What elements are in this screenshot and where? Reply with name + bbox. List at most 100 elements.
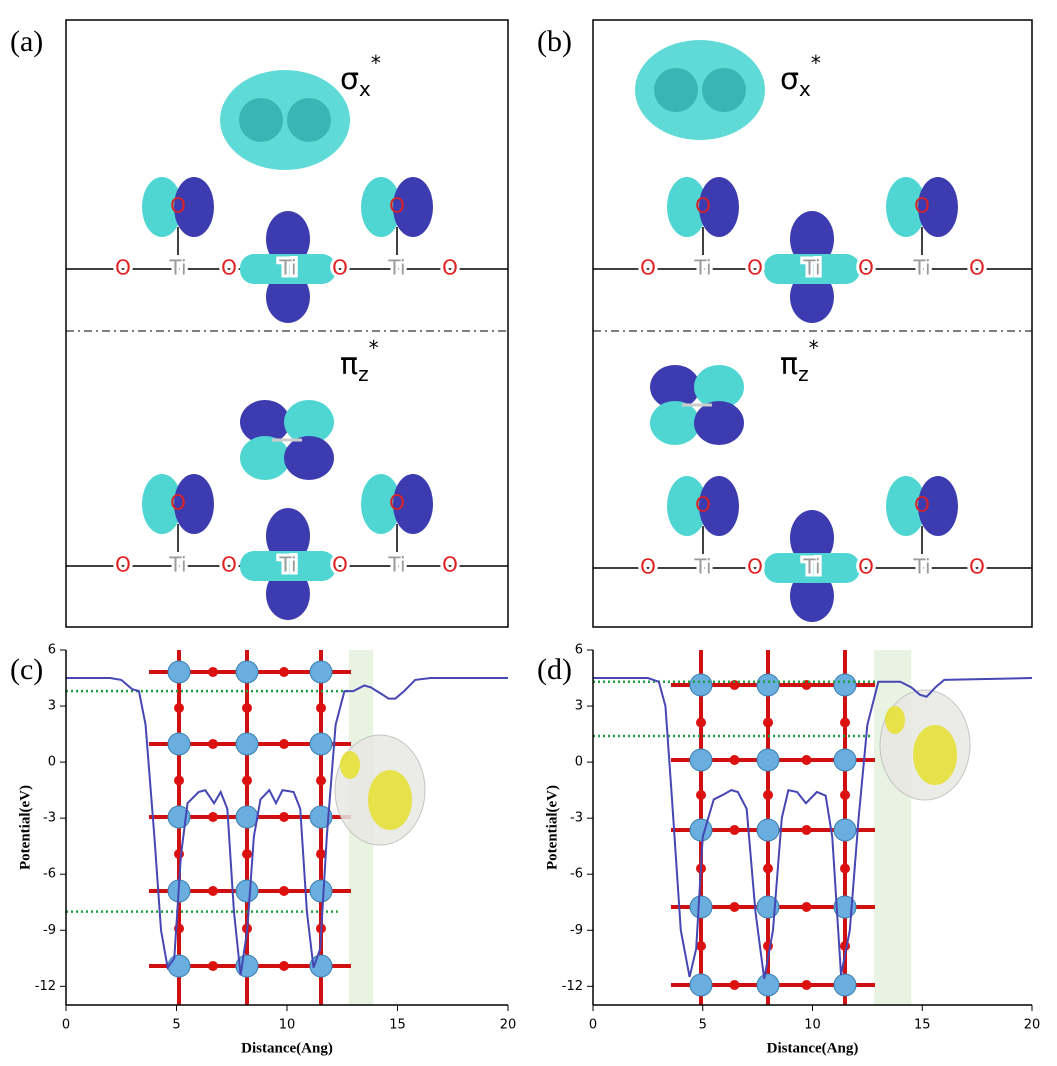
atom-label: O bbox=[640, 555, 656, 579]
y-tick-label: 0 bbox=[575, 755, 583, 770]
orbital-lobe bbox=[361, 177, 401, 237]
orbital-lobe bbox=[650, 365, 700, 409]
x-tick-label: 5 bbox=[699, 1018, 707, 1033]
y-tick-label: -9 bbox=[570, 923, 583, 938]
titanium-atom bbox=[756, 818, 780, 842]
titanium-atom bbox=[235, 732, 259, 756]
panel-label: (d) bbox=[537, 653, 572, 686]
oxygen-atom bbox=[279, 667, 289, 677]
orbital-label: πz* bbox=[340, 336, 379, 386]
atom-label: O bbox=[695, 493, 711, 517]
x-tick-label: 0 bbox=[589, 1018, 597, 1033]
titanium-atom bbox=[756, 973, 780, 997]
orbital-lobe bbox=[667, 476, 707, 536]
orbital-sub: x bbox=[359, 77, 371, 101]
atom-label: Ti bbox=[168, 256, 186, 280]
atom-label: Ti bbox=[802, 555, 820, 579]
orbital-lobe bbox=[694, 401, 744, 445]
oxygen-atom bbox=[208, 667, 218, 677]
y-tick-label: 3 bbox=[575, 699, 583, 714]
titanium-atom bbox=[235, 660, 259, 684]
oxygen-atom bbox=[763, 717, 773, 728]
titanium-atom bbox=[689, 973, 713, 997]
atom-label: O bbox=[858, 256, 874, 280]
atom-label: O bbox=[389, 491, 405, 515]
atom-label: O bbox=[858, 555, 874, 579]
oxygen-atom bbox=[208, 739, 218, 749]
orbital-lobe bbox=[284, 436, 334, 480]
panel-frame bbox=[592, 19, 1033, 628]
atom-label: Ti bbox=[387, 553, 405, 577]
oxygen-atom bbox=[208, 812, 218, 822]
oxygen-atom bbox=[696, 790, 706, 800]
orbital-lobe bbox=[240, 400, 290, 444]
panel-label: (c) bbox=[10, 653, 43, 686]
orbital-lobe bbox=[393, 177, 433, 237]
oxygen-atom bbox=[242, 703, 252, 713]
potential-line bbox=[593, 677, 1033, 980]
orbital-sup: * bbox=[809, 336, 819, 360]
titanium-atom bbox=[689, 818, 713, 842]
orbital-lobe bbox=[287, 98, 331, 142]
orbital-label: σx* bbox=[340, 51, 381, 101]
atom-label: O bbox=[442, 256, 458, 280]
atom-label: Ti bbox=[912, 256, 930, 280]
x-tick-label: 15 bbox=[914, 1018, 931, 1033]
y-tick-label: -6 bbox=[570, 867, 583, 882]
atom-label: Ti bbox=[278, 553, 296, 577]
oxygen-atom bbox=[316, 703, 326, 713]
titanium-atom bbox=[309, 660, 333, 684]
orbital-sub: z bbox=[358, 362, 369, 386]
oxygen-atom bbox=[242, 775, 252, 786]
x-tick-label: 15 bbox=[389, 1018, 406, 1033]
atom-label: Ti bbox=[693, 555, 711, 579]
oxygen-atom bbox=[174, 703, 184, 713]
oxygen-atom bbox=[279, 812, 289, 822]
orbital-lobe bbox=[764, 254, 860, 284]
atom-label: O bbox=[389, 194, 405, 218]
y-axis-label: Potential(eV) bbox=[17, 785, 33, 870]
orbital-label: πz* bbox=[780, 336, 819, 386]
orbital-symbol: σ bbox=[340, 62, 359, 97]
titanium-atom bbox=[833, 818, 857, 842]
oxygen-atom bbox=[763, 863, 773, 874]
orbital-lobe bbox=[142, 474, 182, 534]
atom-label: O bbox=[221, 256, 237, 280]
orbital-sub: z bbox=[798, 362, 809, 386]
x-tick-label: 20 bbox=[1024, 1018, 1041, 1033]
oxygen-atom bbox=[729, 980, 740, 990]
atom-label: O bbox=[442, 553, 458, 577]
orbital-lobe bbox=[918, 476, 958, 536]
oxygen-atom bbox=[279, 886, 289, 896]
x-tick-label: 20 bbox=[500, 1018, 517, 1033]
orbital-label: σx* bbox=[780, 51, 821, 101]
orbital-lobe bbox=[667, 177, 707, 237]
titanium-atom bbox=[167, 660, 191, 684]
atom-label: O bbox=[221, 553, 237, 577]
oxygen-atom bbox=[729, 755, 740, 765]
atom-label: Ti bbox=[693, 256, 711, 280]
charge-density bbox=[885, 706, 905, 734]
y-tick-label: -3 bbox=[570, 811, 583, 826]
atom-label: O bbox=[747, 256, 763, 280]
oxygen-atom bbox=[174, 775, 184, 786]
orbital-lobe bbox=[266, 508, 310, 564]
oxygen-atom bbox=[279, 739, 289, 749]
y-tick-label: -12 bbox=[562, 979, 583, 994]
orbital-lobe bbox=[918, 177, 958, 237]
oxygen-atom bbox=[316, 775, 326, 786]
orbital-sup: * bbox=[811, 51, 821, 75]
charge-density bbox=[368, 770, 412, 830]
oxygen-atom bbox=[840, 717, 850, 728]
y-axis-label: Potential(eV) bbox=[544, 785, 560, 870]
titanium-atom bbox=[833, 973, 857, 997]
atom-label: O bbox=[914, 493, 930, 517]
y-tick-label: -6 bbox=[43, 867, 56, 882]
atom-label: O bbox=[115, 553, 131, 577]
orbital-lobe bbox=[266, 211, 310, 267]
atom-label: Ti bbox=[278, 256, 296, 280]
y-tick-label: -3 bbox=[43, 811, 56, 826]
y-tick-label: -9 bbox=[43, 923, 56, 938]
oxygen-atom bbox=[840, 790, 850, 800]
orbital-lobe bbox=[361, 474, 401, 534]
